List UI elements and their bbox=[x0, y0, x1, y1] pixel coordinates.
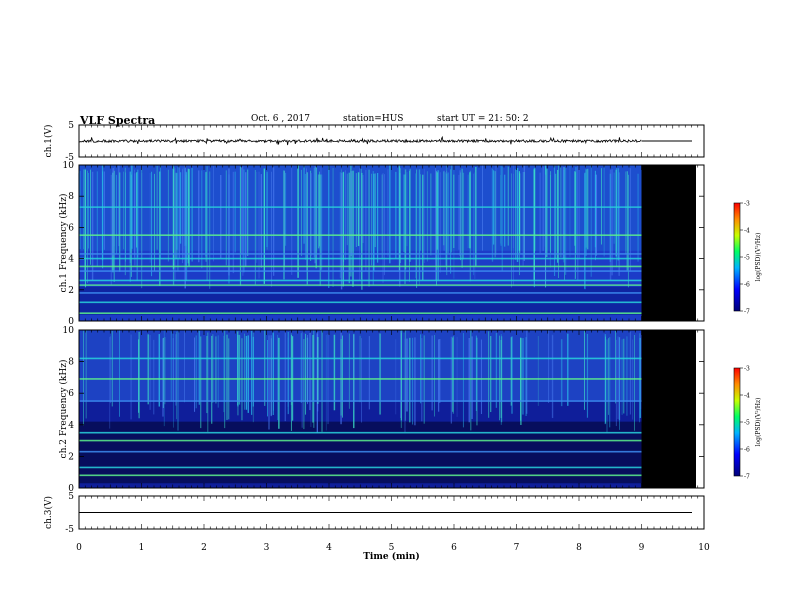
spectrogram-upper-region-ch2 bbox=[79, 330, 642, 402]
y-axis-label: ch.3(V) bbox=[43, 496, 54, 529]
y-axis-label: ch.2 Frequency (kHz) bbox=[58, 360, 69, 459]
colorbar-tick-label: -3 bbox=[744, 201, 750, 208]
x-tick-label: 7 bbox=[514, 543, 520, 553]
x-tick-label: 2 bbox=[201, 543, 207, 553]
y-tick-label: 6 bbox=[68, 389, 74, 399]
x-tick-label: 8 bbox=[576, 543, 582, 553]
station-label: station=HUS bbox=[343, 114, 404, 124]
y-tick-label: 10 bbox=[63, 326, 75, 336]
colorbar-tick-label: -6 bbox=[744, 447, 750, 454]
x-tick-label: 3 bbox=[264, 543, 270, 553]
y-tick-label: 2 bbox=[68, 452, 74, 462]
y-tick-label: 4 bbox=[68, 421, 74, 431]
date-label: Oct. 6 , 2017 bbox=[251, 114, 310, 124]
y-tick-label: 4 bbox=[68, 255, 74, 265]
y-axis-label: ch.1(V) bbox=[43, 125, 54, 158]
y-tick-label: 0 bbox=[68, 484, 74, 494]
colorbar-tick-label: -7 bbox=[744, 309, 750, 316]
start-time-label: start UT = 21: 50: 2 bbox=[437, 114, 529, 124]
y-tick-label: 6 bbox=[68, 223, 74, 233]
colorbar-ch1 bbox=[733, 202, 741, 312]
y-tick-label: -5 bbox=[65, 153, 74, 163]
x-axis-label: Time (min) bbox=[363, 551, 420, 562]
waveform-trace-ch1 bbox=[78, 135, 642, 146]
y-axis-label: ch.1 Frequency (kHz) bbox=[58, 194, 69, 293]
colorbar-ch2 bbox=[733, 367, 741, 477]
spectrogram-lower-region-ch1 bbox=[79, 286, 642, 315]
colorbar-tick-label: -4 bbox=[744, 228, 750, 235]
y-tick-label: 5 bbox=[68, 121, 74, 131]
colorbar-tick-label: -7 bbox=[744, 474, 750, 481]
colorbar-tick-label: -3 bbox=[744, 366, 750, 373]
y-tick-label: 2 bbox=[68, 286, 74, 296]
y-tick-label: 5 bbox=[68, 492, 74, 502]
x-tick-label: 4 bbox=[326, 543, 332, 553]
x-tick-label: 0 bbox=[76, 543, 82, 553]
colorbar-tick-label: -4 bbox=[744, 393, 750, 400]
y-tick-label: 10 bbox=[63, 161, 75, 171]
colorbar-label: log(PSD)(V²/Hz) bbox=[755, 398, 762, 447]
y-tick-label: -5 bbox=[65, 525, 74, 535]
no-data-region-ch2 bbox=[641, 330, 696, 488]
x-tick-label: 9 bbox=[639, 543, 645, 553]
colorbar-label: log(PSD)(V²/Hz) bbox=[755, 233, 762, 282]
x-tick-label: 5 bbox=[389, 543, 395, 553]
y-tick-label: 0 bbox=[68, 317, 74, 327]
colorbar-tick-label: -6 bbox=[744, 282, 750, 289]
chart-title: VLF Spectra bbox=[80, 114, 156, 127]
y-tick-label: 8 bbox=[68, 358, 74, 368]
x-tick-label: 1 bbox=[139, 543, 145, 553]
x-tick-label: 6 bbox=[451, 543, 457, 553]
colorbar-tick-label: -5 bbox=[744, 255, 750, 262]
y-tick-label: 8 bbox=[68, 192, 74, 202]
no-data-region-ch1 bbox=[641, 165, 696, 321]
colorbar-tick-label: -5 bbox=[744, 420, 750, 427]
x-tick-label: 10 bbox=[698, 543, 710, 553]
